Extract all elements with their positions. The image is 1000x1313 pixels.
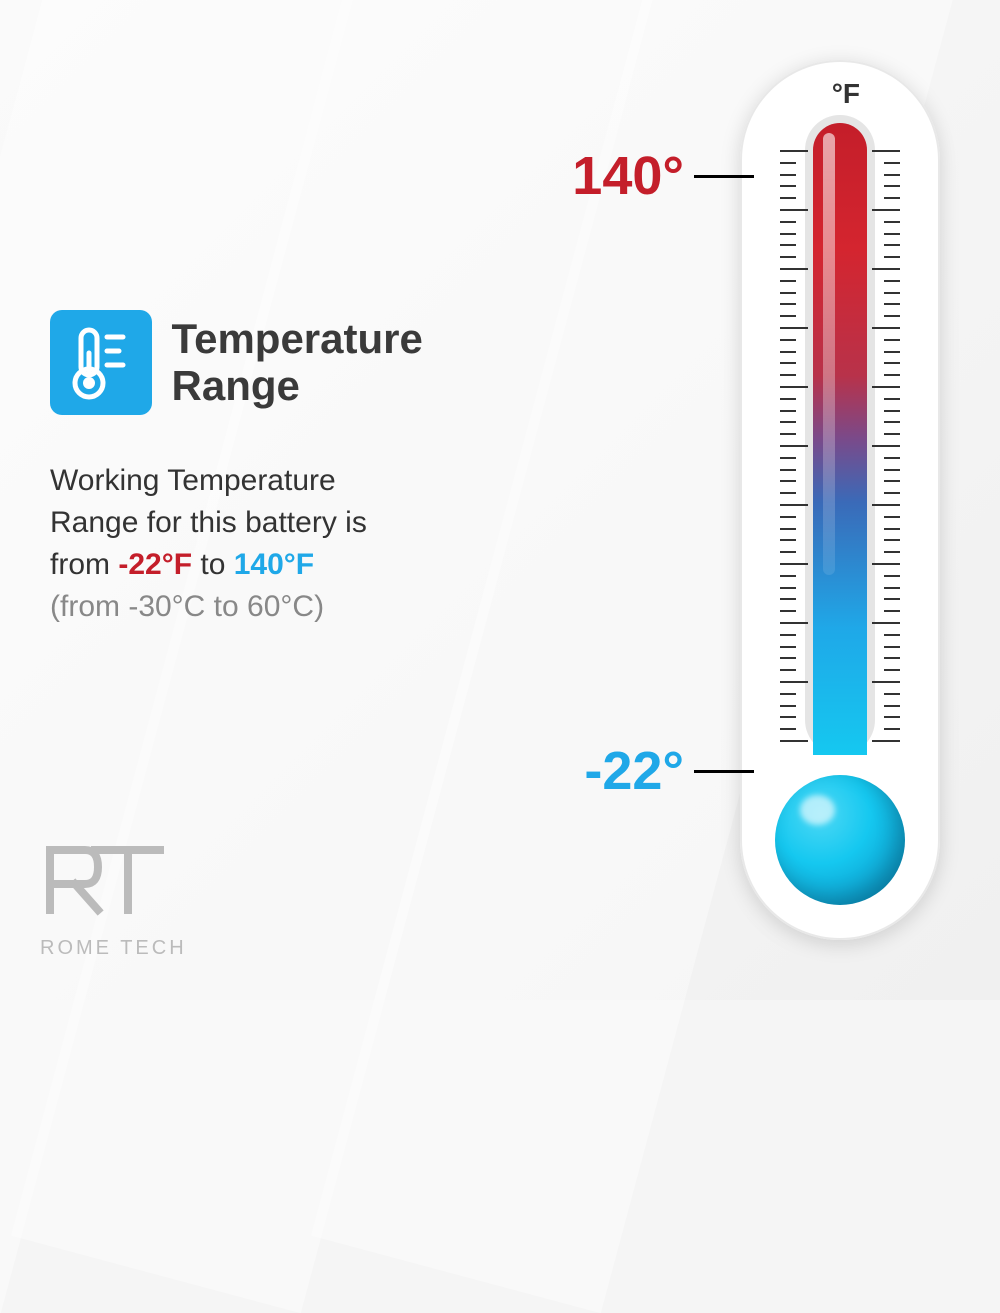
high-temp-f: 140°F	[234, 548, 314, 581]
title: Temperature Range	[172, 316, 550, 408]
tick-major	[780, 445, 900, 447]
bulb-shine	[800, 795, 835, 825]
tick-minor	[780, 410, 900, 412]
unit-label: °F	[832, 78, 860, 110]
tick-minor	[780, 693, 900, 695]
header-row: Temperature Range	[50, 310, 550, 415]
desc-line1: Working Temperature	[50, 464, 336, 497]
tick-minor	[780, 598, 900, 600]
tick-minor	[780, 398, 900, 400]
desc-line3-mid: to	[192, 548, 234, 581]
tick-minor	[780, 669, 900, 671]
tick-minor	[780, 280, 900, 282]
tick-minor	[780, 610, 900, 612]
tick-major	[780, 209, 900, 211]
tick-minor	[780, 716, 900, 718]
tick-minor	[780, 551, 900, 553]
tick-minor	[780, 657, 900, 659]
description: Working Temperature Range for this batte…	[50, 460, 550, 628]
tick-major	[780, 504, 900, 506]
tick-minor	[780, 362, 900, 364]
tick-minor	[780, 244, 900, 246]
tick-major	[780, 740, 900, 742]
low-temp-marker: -22°	[584, 740, 754, 802]
tick-minor	[780, 292, 900, 294]
desc-line3-pre: from	[50, 548, 118, 581]
thermometer-bulb	[775, 775, 905, 905]
tick-major	[780, 150, 900, 152]
thermometer-body: °F	[740, 60, 940, 940]
thermometer-icon	[71, 325, 131, 400]
tick-minor	[780, 339, 900, 341]
tick-major	[780, 327, 900, 329]
thermometer-icon-box	[50, 310, 152, 415]
marker-line	[694, 175, 754, 178]
thermometer: °F 140° -22°	[600, 60, 960, 940]
brand-logo: ROME TECH	[40, 840, 187, 960]
tick-minor	[780, 469, 900, 471]
tick-minor	[780, 634, 900, 636]
tick-minor	[780, 315, 900, 317]
tick-minor	[780, 374, 900, 376]
tick-minor	[780, 587, 900, 589]
tick-minor	[780, 575, 900, 577]
tick-minor	[780, 221, 900, 223]
tick-major	[780, 622, 900, 624]
tick-minor	[780, 185, 900, 187]
tick-minor	[780, 528, 900, 530]
tick-minor	[780, 705, 900, 707]
tick-minor	[780, 233, 900, 235]
tick-minor	[780, 303, 900, 305]
tick-major	[780, 681, 900, 683]
high-temp-value: 140°	[572, 145, 684, 207]
thermometer-ticks	[780, 150, 900, 740]
tick-minor	[780, 421, 900, 423]
tick-major	[780, 563, 900, 565]
tick-major	[780, 386, 900, 388]
tick-minor	[780, 646, 900, 648]
tick-minor	[780, 728, 900, 730]
tick-minor	[780, 516, 900, 518]
low-temp-value: -22°	[584, 740, 684, 802]
high-temp-marker: 140°	[572, 145, 754, 207]
tick-minor	[780, 256, 900, 258]
logo-text: ROME TECH	[40, 937, 187, 960]
tick-minor	[780, 433, 900, 435]
desc-line2: Range for this battery is	[50, 506, 367, 539]
desc-celsius: (from -30°C to 60°C)	[50, 590, 324, 623]
tick-minor	[780, 197, 900, 199]
tick-minor	[780, 174, 900, 176]
tick-minor	[780, 480, 900, 482]
tick-minor	[780, 162, 900, 164]
tick-minor	[780, 457, 900, 459]
info-panel: Temperature Range Working Temperature Ra…	[50, 310, 550, 628]
tick-minor	[780, 539, 900, 541]
logo-mark-icon	[40, 840, 180, 940]
tick-minor	[780, 492, 900, 494]
marker-line	[694, 770, 754, 773]
tick-minor	[780, 351, 900, 353]
low-temp-f: -22°F	[118, 548, 192, 581]
tick-major	[780, 268, 900, 270]
